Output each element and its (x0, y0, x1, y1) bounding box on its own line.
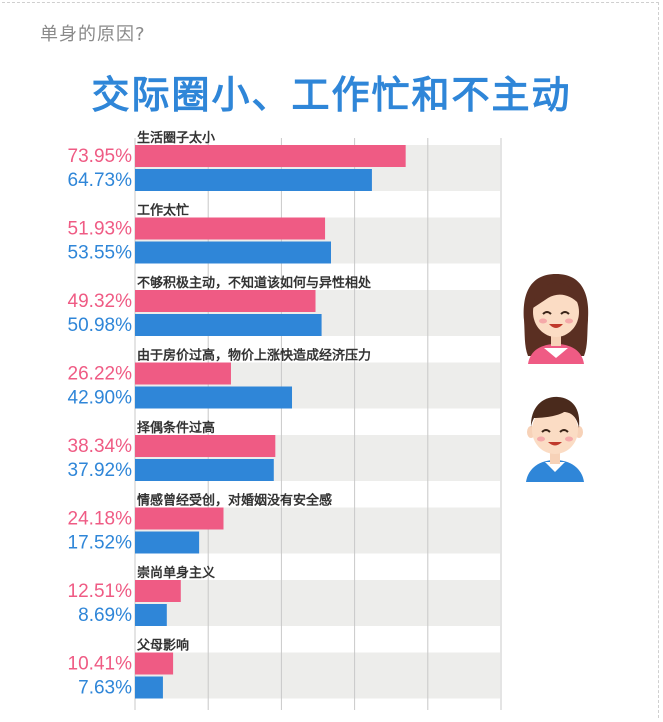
category-label: 工作太忙 (137, 203, 189, 219)
category-label: 父母影响 (136, 638, 189, 654)
bar (135, 652, 174, 675)
data-label: 51.93% (68, 219, 133, 240)
bar (135, 507, 224, 530)
data-label: 8.69% (78, 605, 132, 626)
row-band (135, 652, 500, 699)
male-avatar-icon (526, 396, 584, 482)
data-label: 64.73% (68, 170, 133, 191)
data-label: 42.90% (68, 388, 133, 409)
data-label: 7.63% (78, 678, 132, 699)
data-label: 49.32% (68, 291, 133, 312)
data-label: 24.18% (68, 509, 133, 530)
bar (135, 314, 322, 336)
data-label: 37.92% (68, 460, 133, 481)
page-title: 交际圈小、工作忙和不主动 (91, 73, 572, 117)
category-label: 不够积极主动，不知道该如何与异性相处 (137, 275, 372, 291)
bar (135, 435, 276, 457)
bar (135, 676, 163, 699)
bar (135, 241, 331, 264)
category-label: 生活圈子太小 (137, 130, 215, 146)
bar (135, 290, 316, 312)
bar (135, 145, 406, 167)
bar (135, 386, 293, 409)
category-label: 择偶条件过高 (137, 420, 215, 436)
data-label: 53.55% (68, 243, 133, 264)
bar (135, 362, 231, 385)
bar (135, 604, 167, 626)
bar (135, 531, 200, 554)
bar (135, 217, 326, 240)
category-label: 情感曾经受创，对婚姻没有安全感 (137, 493, 332, 509)
data-label: 73.95% (68, 146, 133, 167)
data-label: 26.22% (68, 364, 133, 385)
data-label: 17.52% (68, 533, 133, 554)
row-band (135, 580, 500, 626)
data-label: 50.98% (68, 315, 133, 336)
data-label: 38.34% (68, 436, 133, 457)
category-label: 崇尚单身主义 (137, 565, 216, 581)
data-label: 12.51% (68, 581, 133, 602)
category-label: 由于房价过高，物价上涨快造成经济压力 (137, 348, 371, 364)
bar (135, 580, 181, 602)
female-avatar-icon (523, 274, 589, 364)
bar (135, 459, 274, 481)
page-subtitle: 单身的原因? (40, 24, 146, 45)
bar (135, 169, 372, 191)
data-label: 10.41% (68, 654, 133, 675)
